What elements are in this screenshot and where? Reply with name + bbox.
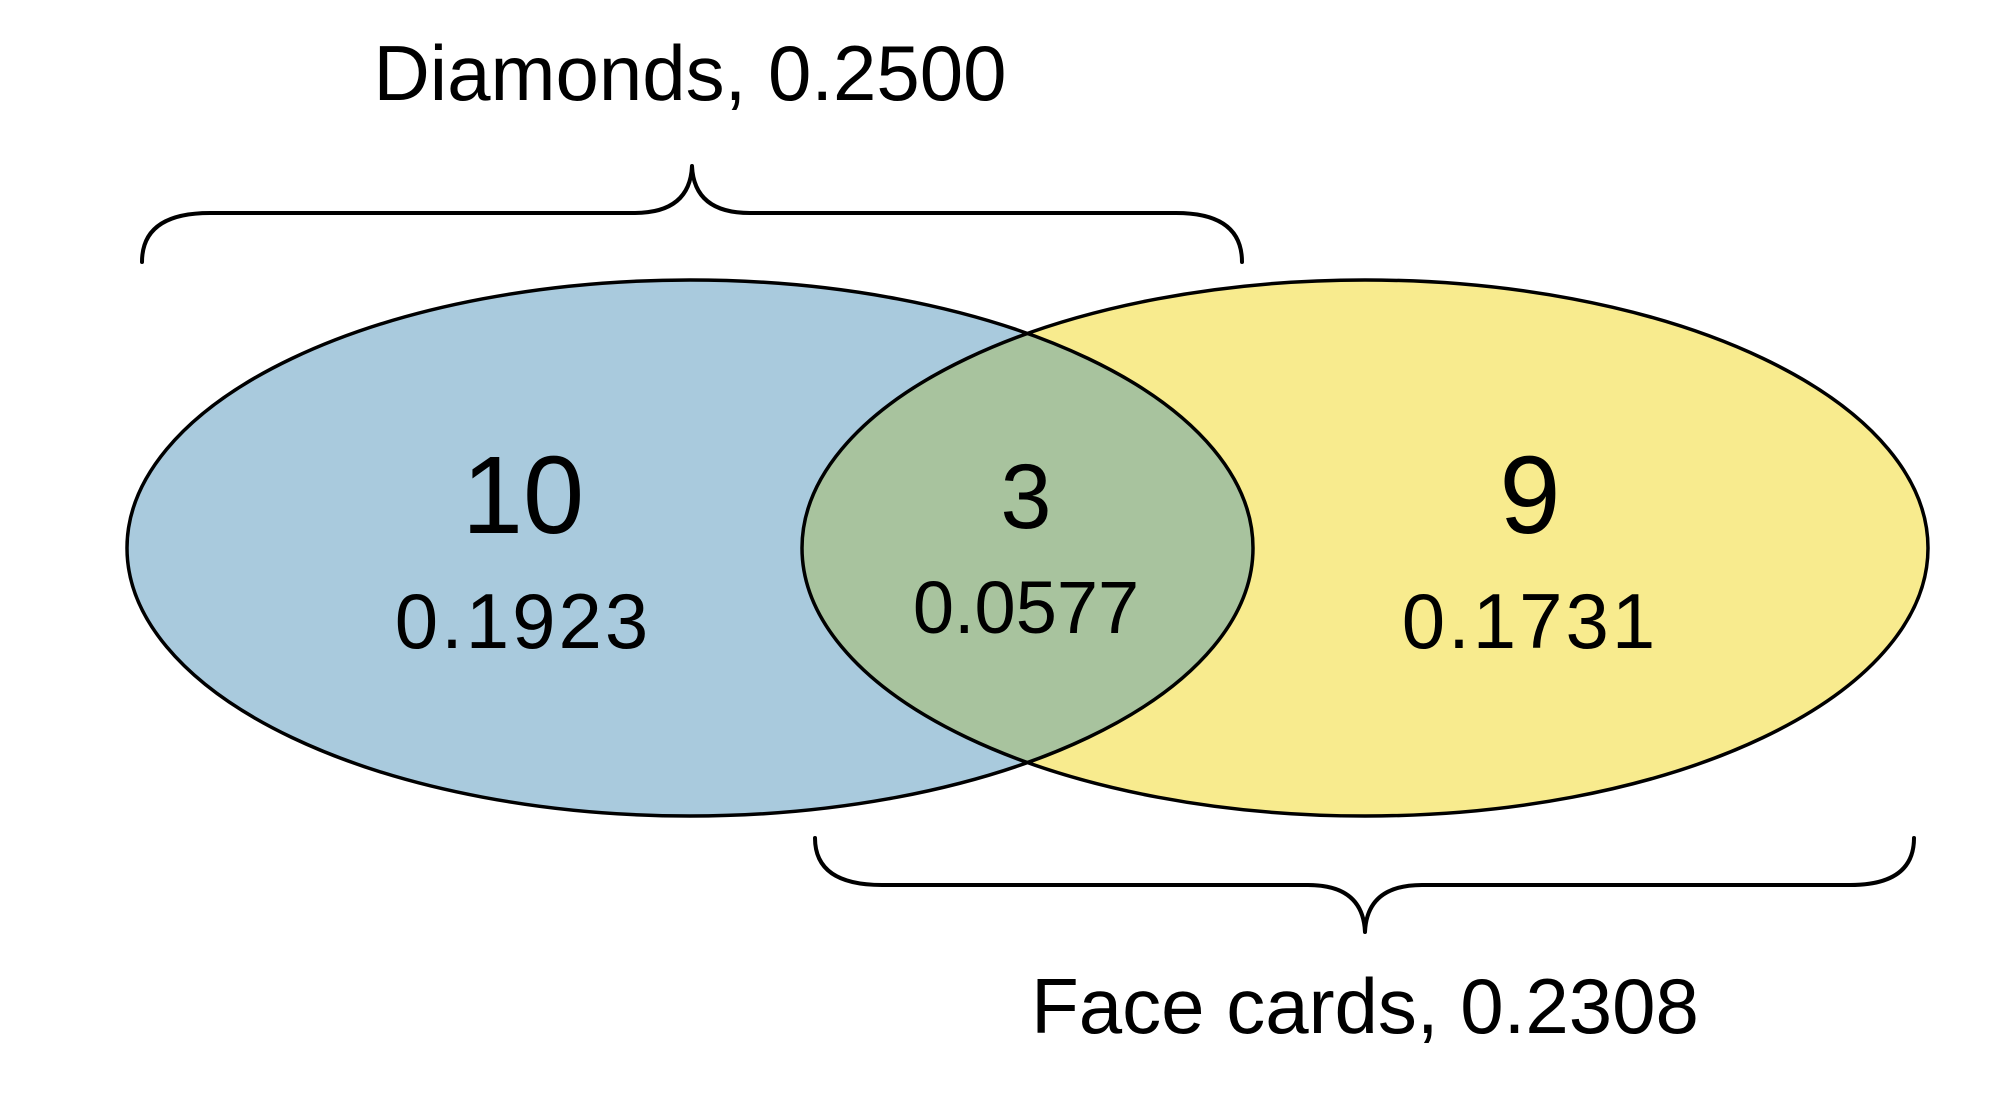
- face-cards-only-probability: 0.1731: [1402, 577, 1659, 665]
- both-probability: 0.0577: [913, 566, 1139, 649]
- both-count: 3: [1000, 446, 1051, 548]
- face-cards-ellipse-outline: [800, 278, 1930, 818]
- diamonds-brace: [140, 164, 1244, 264]
- face-cards-brace: [813, 836, 1916, 934]
- face-cards-only-count: 9: [1499, 434, 1560, 557]
- overlap-region: [802, 280, 1253, 816]
- diamonds-only-probability: 0.1923: [395, 577, 652, 665]
- diamonds-only-count: 10: [462, 434, 584, 557]
- face-cards-set-label: Face cards, 0.2308: [1031, 962, 1699, 1050]
- diamonds-ellipse-outline: [125, 278, 1255, 818]
- diamonds-set-label: Diamonds, 0.2500: [373, 29, 1006, 117]
